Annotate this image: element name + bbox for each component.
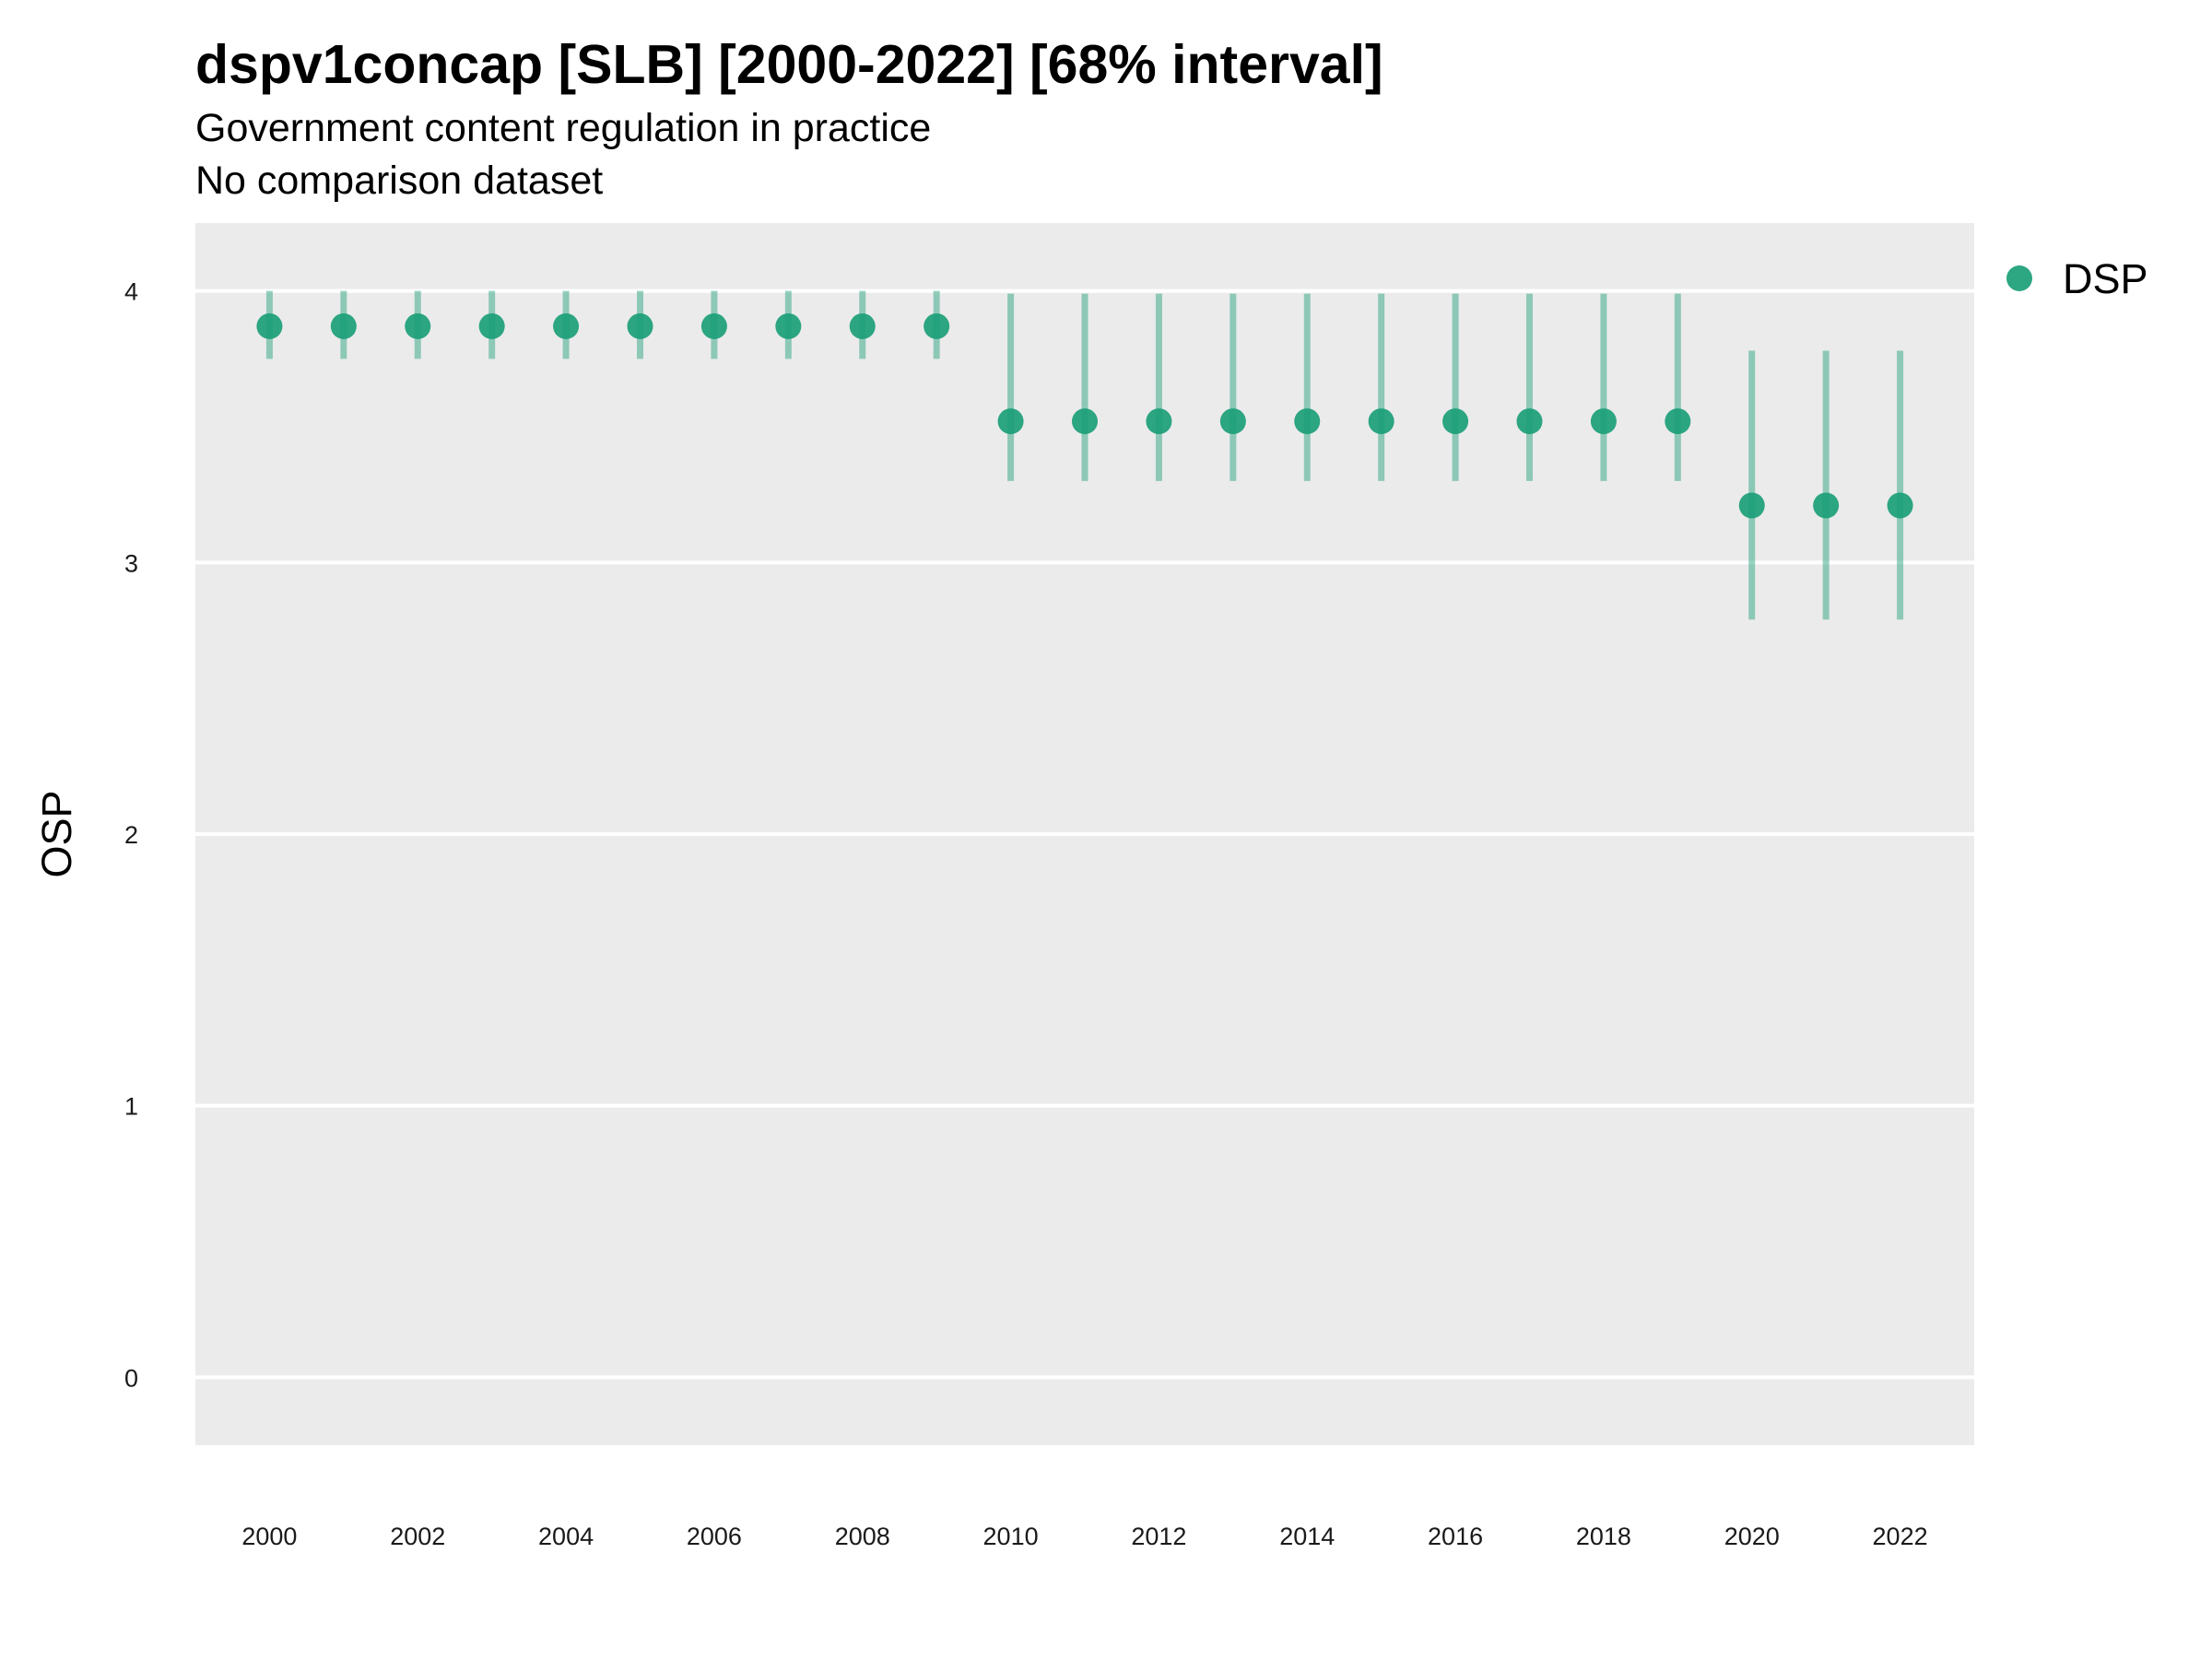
data-point bbox=[997, 408, 1024, 435]
x-axis-ticks: 2000 2002 2004 2006 2008 2010 2012 2014 2016 2018… bbox=[241, 1523, 1927, 1550]
x-tick-label: 2008 bbox=[835, 1523, 890, 1550]
data-point bbox=[1590, 408, 1617, 435]
data-point bbox=[924, 312, 950, 339]
data-point bbox=[1146, 408, 1172, 435]
data-point bbox=[256, 312, 283, 339]
chart-title: dspv1concap [SLB] [2000-2022] [68% inter… bbox=[195, 34, 1383, 95]
data-point bbox=[405, 312, 431, 339]
legend-key-dsp bbox=[2006, 265, 2032, 291]
data-point bbox=[849, 312, 876, 339]
y-tick-label: 2 bbox=[124, 821, 138, 849]
data-points bbox=[256, 312, 1913, 519]
data-point bbox=[1072, 408, 1098, 435]
data-point bbox=[1887, 492, 1913, 519]
x-tick-label: 2010 bbox=[983, 1523, 1039, 1550]
data-point bbox=[1813, 492, 1840, 519]
y-axis-title: OSP bbox=[33, 790, 80, 877]
data-point bbox=[478, 312, 505, 339]
legend: DSP bbox=[2006, 255, 2148, 302]
data-point bbox=[700, 312, 727, 339]
data-point bbox=[1219, 408, 1246, 435]
x-tick-label: 2020 bbox=[1724, 1523, 1780, 1550]
x-tick-label: 2002 bbox=[390, 1523, 445, 1550]
data-point bbox=[1442, 408, 1469, 435]
chart-subtitle-comparison: No comparison dataset bbox=[195, 159, 604, 203]
data-point bbox=[627, 312, 653, 339]
data-point bbox=[1294, 408, 1321, 435]
y-tick-label: 1 bbox=[124, 1093, 138, 1121]
data-point bbox=[1665, 408, 1691, 435]
x-tick-label: 2012 bbox=[1131, 1523, 1186, 1550]
y-tick-label: 0 bbox=[124, 1364, 138, 1392]
data-point bbox=[553, 312, 580, 339]
chart-subtitle: Government content regulation in practic… bbox=[195, 106, 932, 150]
x-tick-label: 2016 bbox=[1428, 1523, 1483, 1550]
x-tick-label: 2014 bbox=[1279, 1523, 1335, 1550]
data-point bbox=[330, 312, 357, 339]
legend-label-dsp: DSP bbox=[2063, 255, 2148, 302]
x-tick-label: 2022 bbox=[1873, 1523, 1928, 1550]
y-axis-ticks: 0 1 2 3 4 bbox=[124, 278, 138, 1393]
grid-lines bbox=[195, 288, 1974, 1380]
x-tick-label: 2000 bbox=[241, 1523, 297, 1550]
data-point bbox=[1516, 408, 1543, 435]
data-point bbox=[1738, 492, 1765, 519]
y-tick-label: 4 bbox=[124, 278, 138, 306]
x-tick-label: 2004 bbox=[538, 1523, 594, 1550]
data-point bbox=[775, 312, 802, 339]
data-point bbox=[1368, 408, 1394, 435]
y-tick-label: 3 bbox=[124, 549, 138, 577]
x-tick-label: 2006 bbox=[687, 1523, 742, 1550]
x-tick-label: 2018 bbox=[1576, 1523, 1631, 1550]
